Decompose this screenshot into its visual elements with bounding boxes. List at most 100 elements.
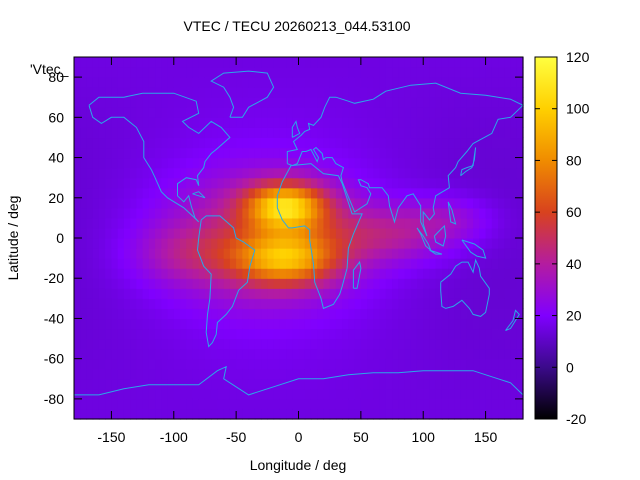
heatmap-cell — [173, 197, 181, 209]
heatmap-cell — [92, 408, 100, 420]
heatmap-cell — [192, 248, 200, 259]
heatmap-cell — [510, 298, 518, 309]
heatmap-cell — [404, 338, 412, 350]
heatmap-cell — [360, 308, 368, 320]
heatmap-cell — [479, 97, 487, 108]
heatmap-cell — [392, 217, 399, 229]
heatmap-cell — [342, 288, 349, 299]
heatmap-cell — [504, 57, 512, 68]
heatmap-cell — [435, 328, 443, 340]
heatmap-cell — [435, 398, 443, 410]
heatmap-cell — [279, 258, 287, 269]
heatmap-cell — [173, 368, 181, 380]
heatmap-cell — [416, 238, 424, 249]
heatmap-cell — [148, 147, 156, 159]
heatmap-cell — [392, 338, 399, 350]
heatmap-cell — [335, 308, 343, 320]
heatmap-cell — [254, 328, 262, 340]
heatmap-cell — [198, 358, 206, 370]
heatmap-cell — [148, 368, 156, 380]
heatmap-cell — [286, 348, 293, 360]
heatmap-cell — [317, 147, 325, 159]
heatmap-cell — [105, 77, 113, 88]
heatmap-cell — [192, 167, 200, 179]
heatmap-cell — [198, 97, 206, 108]
heatmap-cell — [267, 137, 275, 149]
heatmap-cell — [86, 227, 94, 239]
heatmap-cell — [385, 278, 393, 289]
heatmap-cell — [485, 358, 493, 370]
heatmap-cell — [254, 137, 262, 149]
heatmap-cell — [448, 67, 456, 78]
heatmap-cell — [254, 358, 262, 370]
heatmap-cell — [329, 318, 337, 330]
heatmap-cell — [504, 308, 512, 320]
heatmap-cell — [204, 248, 212, 259]
heatmap-cell — [373, 318, 381, 330]
heatmap-cell — [329, 97, 337, 108]
heatmap-cell — [379, 338, 387, 350]
heatmap-cell — [510, 157, 518, 169]
heatmap-cell — [473, 348, 480, 360]
heatmap-cell — [130, 268, 137, 279]
heatmap-cell — [479, 328, 487, 340]
heatmap-cell — [298, 258, 306, 269]
heatmap-cell — [98, 87, 106, 98]
heatmap-cell — [130, 328, 137, 340]
heatmap-cell — [460, 378, 468, 390]
heatmap-cell — [286, 177, 293, 189]
heatmap-cell — [217, 117, 225, 128]
heatmap-cell — [217, 147, 225, 159]
heatmap-cell — [373, 308, 381, 320]
heatmap-cell — [229, 268, 237, 279]
heatmap-cell — [504, 358, 512, 370]
heatmap-cell — [286, 57, 293, 68]
heatmap-cell — [148, 187, 156, 199]
heatmap-cell — [404, 348, 412, 360]
heatmap-cell — [354, 298, 362, 309]
heatmap-cell — [80, 308, 88, 320]
heatmap-cell — [223, 298, 231, 309]
heatmap-cell — [186, 278, 194, 289]
heatmap-cell — [466, 147, 474, 159]
heatmap-cell — [229, 137, 237, 149]
heatmap-cell — [136, 358, 144, 370]
heatmap-cell — [485, 268, 493, 279]
heatmap-cell — [516, 288, 524, 299]
heatmap-cell — [416, 388, 424, 400]
coastlines — [74, 70, 524, 396]
heatmap-cell — [335, 177, 343, 189]
heatmap-cell — [398, 57, 406, 68]
heatmap-cell — [155, 378, 162, 390]
heatmap-cell — [142, 248, 150, 259]
heatmap-cell — [261, 217, 268, 229]
heatmap-cell — [236, 268, 243, 279]
heatmap-cell — [217, 77, 225, 88]
heatmap-cell — [342, 378, 349, 390]
heatmap-cell — [516, 348, 524, 360]
heatmap-cell — [441, 167, 449, 179]
heatmap-cell — [80, 87, 88, 98]
heatmap-cell — [504, 368, 512, 380]
heatmap-cell — [367, 57, 374, 68]
heatmap-cell — [98, 248, 106, 259]
heatmap-cell — [192, 238, 200, 249]
heatmap-cell — [217, 87, 225, 98]
heatmap-cell — [198, 107, 206, 118]
heatmap-cell — [485, 197, 493, 209]
heatmap-cell — [248, 107, 256, 118]
heatmap-cell — [180, 358, 187, 370]
heatmap-cell — [498, 238, 505, 249]
heatmap-cell — [317, 358, 325, 370]
heatmap-cell — [498, 358, 505, 370]
heatmap-cell — [392, 278, 399, 289]
heatmap-cell — [329, 77, 337, 88]
heatmap-cell — [211, 408, 219, 420]
heatmap-cell — [342, 197, 349, 209]
heatmap-cell — [479, 358, 487, 370]
heatmap-cell — [348, 398, 356, 410]
heatmap-cell — [161, 358, 169, 370]
heatmap-cell — [92, 358, 100, 370]
heatmap-cell — [292, 127, 300, 139]
